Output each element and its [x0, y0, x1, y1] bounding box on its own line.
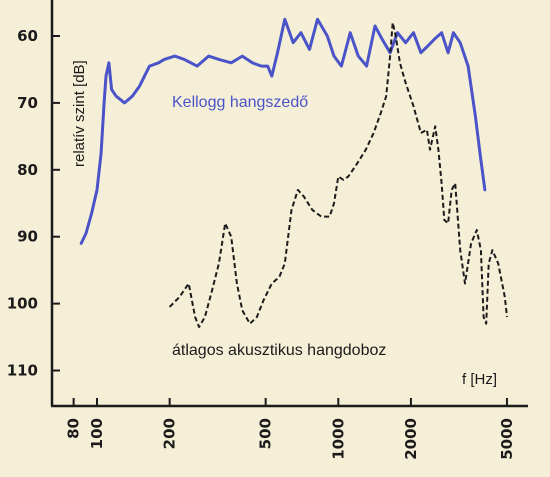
series-line-kellogg [79, 17, 487, 245]
y-tick-label: 110 [7, 362, 38, 380]
y-tick-label: 90 [17, 228, 38, 246]
y-axis-title: relatív szint [dB] [71, 60, 88, 167]
x-tick-label: 500 [257, 418, 275, 449]
series-label-speaker: átlagos akusztikus hangdoboz [172, 342, 386, 359]
series-line-speaker [168, 21, 508, 328]
x-axis-title: f [Hz] [462, 371, 497, 388]
y-tick-label: 60 [17, 27, 38, 45]
x-tick-label: 1000 [329, 418, 347, 460]
x-tick-label: 100 [88, 418, 106, 449]
x-tick-label: 80 [65, 418, 83, 439]
y-tick-label: 70 [17, 94, 38, 112]
y-tick-label: 80 [17, 161, 38, 179]
x-tick-label: 2000 [402, 418, 420, 460]
x-tick-label: 200 [161, 418, 179, 449]
x-tick-label: 5000 [498, 418, 516, 460]
y-tick-label: 100 [7, 295, 38, 313]
series-label-kellogg: Kellogg hangszedő [172, 94, 308, 111]
